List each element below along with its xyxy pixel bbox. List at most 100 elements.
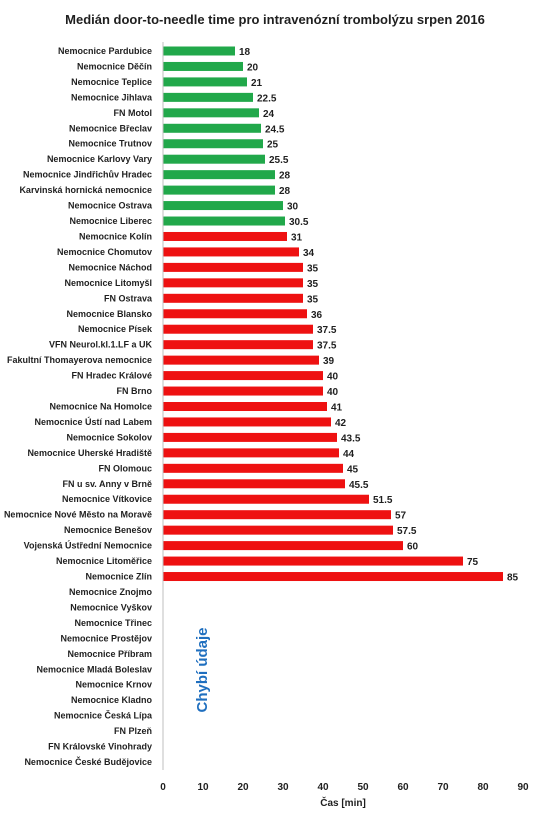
data-label: 28 <box>279 186 291 197</box>
category-label: Nemocnice Zlín <box>85 572 152 582</box>
bars <box>163 46 503 582</box>
data-label: 25.5 <box>269 155 289 166</box>
category-label: FN u sv. Anny v Brně <box>62 479 152 489</box>
category-label: FN Hradec Králové <box>71 371 152 381</box>
bar <box>163 494 369 504</box>
bar <box>163 402 327 411</box>
x-tick-label: 70 <box>437 782 449 793</box>
category-label: Nemocnice Kolín <box>79 231 152 241</box>
category-label: Nemocnice Sokolov <box>66 432 152 442</box>
category-label: FN Ostrava <box>104 293 153 303</box>
category-label: Nemocnice Vítkovice <box>62 494 152 504</box>
category-label: Nemocnice Břeclav <box>69 123 152 133</box>
data-label: 24 <box>263 109 275 120</box>
data-label: 41 <box>331 403 343 414</box>
bar <box>163 46 235 56</box>
bar <box>163 92 253 102</box>
bar <box>163 278 303 288</box>
bar <box>163 293 303 303</box>
data-label: 31 <box>291 232 303 243</box>
bar <box>163 371 323 381</box>
bar <box>163 139 263 149</box>
data-label: 35 <box>307 263 319 274</box>
data-label: 35 <box>307 279 319 290</box>
data-label: 57 <box>395 511 407 522</box>
category-label: Nemocnice Děčín <box>77 61 152 71</box>
bar <box>163 510 391 520</box>
category-label: Nemocnice Náchod <box>68 262 152 272</box>
bar <box>163 386 323 396</box>
data-label: 21 <box>251 78 263 89</box>
bar <box>163 448 339 458</box>
category-label: Nemocnice Litoměřice <box>56 556 152 566</box>
chart-title: Medián door-to-needle time pro intravenó… <box>65 12 485 27</box>
bar <box>163 201 283 211</box>
bar <box>163 417 331 427</box>
data-label: 37.5 <box>317 341 337 352</box>
bar <box>163 108 259 118</box>
category-label: Nemocnice Česká Lípa <box>54 710 153 721</box>
category-label: Nemocnice Trutnov <box>68 139 152 149</box>
x-tick-label: 20 <box>237 782 249 793</box>
x-tick-label: 90 <box>517 782 529 793</box>
bar <box>163 262 303 272</box>
bar <box>163 479 345 489</box>
data-label: 40 <box>327 387 339 398</box>
bar <box>163 231 287 241</box>
category-label: Nemocnice Benešov <box>64 525 152 535</box>
data-label: 30 <box>287 202 299 213</box>
bar <box>163 556 463 566</box>
data-label: 45 <box>347 464 359 475</box>
data-label: 45.5 <box>349 480 369 491</box>
category-label: FN Brno <box>117 386 153 396</box>
x-tick-label: 40 <box>317 782 329 793</box>
x-tick-label: 30 <box>277 782 289 793</box>
bar <box>163 525 393 535</box>
x-tick-label: 60 <box>397 782 409 793</box>
category-label: Nemocnice Ostrava <box>68 201 153 211</box>
bar <box>163 324 313 334</box>
category-label: Nemocnice Písek <box>78 324 153 334</box>
data-label: 20 <box>247 62 259 73</box>
data-label: 85 <box>507 573 519 584</box>
category-label: Nemocnice Liberec <box>69 216 152 226</box>
category-label: Nemocnice Krnov <box>75 680 152 690</box>
bar <box>163 541 403 551</box>
x-tick-label: 50 <box>357 782 369 793</box>
category-label: Nemocnice Vyškov <box>70 602 152 612</box>
bar <box>163 340 313 350</box>
category-label: Vojenská Ústřední Nemocnice <box>24 540 152 551</box>
data-label: 39 <box>323 356 335 367</box>
category-label: Karvinská hornická nemocnice <box>19 185 152 195</box>
category-label: Nemocnice Mladá Boleslav <box>36 664 152 674</box>
category-label: Nemocnice Pardubice <box>58 46 152 56</box>
data-label: 36 <box>311 310 323 321</box>
category-label: Nemocnice Ústí nad Labem <box>34 416 152 427</box>
category-label: Nemocnice Uherské Hradiště <box>27 448 152 458</box>
category-label: Fakultní Thomayerova nemocnice <box>7 355 152 365</box>
missing-data-label: Chybí údaje <box>194 627 211 712</box>
data-label: 37.5 <box>317 325 337 336</box>
bar <box>163 432 337 442</box>
data-label: 34 <box>303 248 315 259</box>
data-label: 35 <box>307 294 319 305</box>
x-axis-label: Čas [min] <box>320 796 366 809</box>
category-label: Nemocnice Jindřichův Hradec <box>23 170 152 180</box>
bar <box>163 247 299 257</box>
data-label: 18 <box>239 47 251 58</box>
category-label: FN Motol <box>114 108 153 118</box>
data-label: 75 <box>467 557 479 568</box>
x-tick-label: 10 <box>197 782 209 793</box>
bar <box>163 123 261 133</box>
data-label: 42 <box>335 418 347 429</box>
category-label: Nemocnice Jihlava <box>71 92 153 102</box>
data-label: 51.5 <box>373 495 393 506</box>
category-label: Nemocnice Blansko <box>66 309 152 319</box>
data-label: 60 <box>407 542 419 553</box>
data-label: 22.5 <box>257 93 277 104</box>
category-label: Nemocnice České Budějovice <box>24 756 152 767</box>
category-label: Nemocnice Teplice <box>71 77 152 87</box>
category-label: Nemocnice Nové Město na Moravě <box>4 510 152 520</box>
